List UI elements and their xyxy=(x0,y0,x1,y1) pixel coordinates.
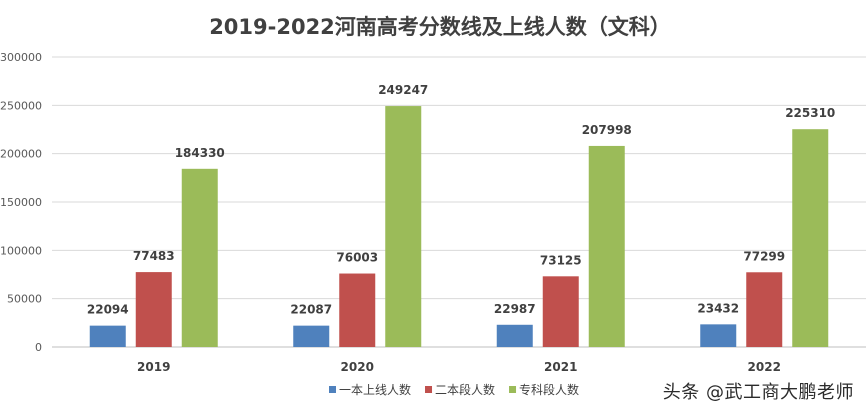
legend-label: 一本上线人数 xyxy=(339,382,411,397)
bar xyxy=(496,324,533,347)
y-tick-label: 0 xyxy=(35,341,42,354)
data-label: 207998 xyxy=(582,123,632,137)
y-tick-label: 50000 xyxy=(7,293,42,306)
y-tick-label: 150000 xyxy=(0,196,42,209)
data-label: 22094 xyxy=(87,303,129,317)
data-label: 77483 xyxy=(133,249,175,263)
bar xyxy=(339,273,376,347)
x-tick-label: 2020 xyxy=(341,360,374,374)
legend-swatch xyxy=(509,386,517,393)
bar xyxy=(746,272,783,347)
data-labels: 22094 77483 184330 22087 76003 249247 22987 731… xyxy=(87,83,835,317)
data-label: 22987 xyxy=(494,302,536,316)
data-label: 23432 xyxy=(697,301,739,315)
bar xyxy=(542,276,579,347)
bar xyxy=(385,106,422,347)
bar xyxy=(181,168,218,347)
bars xyxy=(89,106,829,347)
bar xyxy=(89,325,126,347)
x-tick-label: 2022 xyxy=(748,360,781,374)
legend-swatch xyxy=(425,386,433,393)
data-label: 22087 xyxy=(290,303,332,317)
bar xyxy=(135,272,172,347)
data-label: 225310 xyxy=(785,106,835,120)
data-label: 76003 xyxy=(336,251,378,265)
data-label: 77299 xyxy=(743,249,785,263)
legend-label: 二本段人数 xyxy=(435,382,495,397)
data-label: 73125 xyxy=(540,253,582,267)
bar xyxy=(700,324,737,347)
y-axis: 0 50000 100000 150000 200000 250000 300000 xyxy=(0,51,42,354)
data-label: 184330 xyxy=(175,146,225,160)
x-tick-label: 2019 xyxy=(137,360,170,374)
chart-title: 2019-2022河南高考分数线及上线人数（文科） xyxy=(209,15,671,39)
watermark: 头条 @武工商大鹏老师 xyxy=(662,382,854,403)
bar xyxy=(588,145,625,347)
x-tick-label: 2021 xyxy=(544,360,577,374)
y-tick-label: 200000 xyxy=(0,148,42,161)
legend-label: 专科段人数 xyxy=(519,382,579,397)
bar xyxy=(792,129,829,347)
x-axis: 2019 2020 2021 2022 xyxy=(137,360,781,374)
bar xyxy=(293,325,330,347)
legend-swatch xyxy=(329,386,336,393)
y-tick-label: 100000 xyxy=(0,244,42,257)
y-tick-label: 300000 xyxy=(0,51,42,64)
legend: 一本上线人数 二本段人数 专科段人数 xyxy=(329,382,579,397)
data-label: 249247 xyxy=(378,83,428,97)
gridlines xyxy=(52,56,866,348)
y-tick-label: 250000 xyxy=(0,99,42,112)
